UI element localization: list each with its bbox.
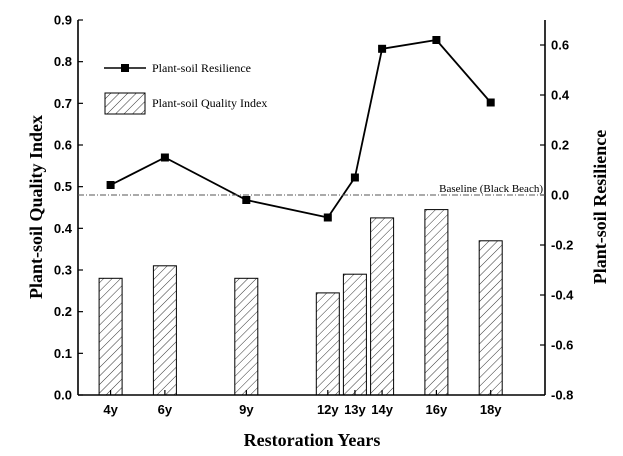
left-y-tick-label: 0.1 [54, 346, 72, 361]
right-y-tick-label: -0.6 [551, 338, 573, 353]
left-y-tick-label: 0.9 [54, 13, 72, 28]
baseline-label: Baseline (Black Beach) [439, 183, 543, 195]
legend: Plant-soil Resilience Plant-soil Quality… [104, 61, 267, 115]
right-y-tick-label: 0.6 [551, 38, 569, 53]
axes-layer [77, 20, 546, 396]
resilience-point-18y [486, 98, 495, 107]
x-tick-label: 4y [103, 402, 118, 417]
right-y-tick-label: -0.2 [551, 238, 573, 253]
baseline-annotation: Baseline (Black Beach) [78, 183, 545, 196]
left-y-tick-label: 0.4 [54, 221, 73, 236]
left-y-tick-label: 0.3 [54, 263, 72, 278]
quality-index-bar-9y [234, 277, 259, 396]
left-y-tick-label: 0.8 [54, 54, 72, 69]
quality-index-bar-16y [424, 209, 449, 396]
x-tick-label: 16y [426, 402, 448, 417]
x-tick-label: 9y [239, 402, 254, 417]
resilience-point-4y [106, 181, 115, 189]
legend-bar-label: Plant-soil Quality Index [152, 96, 267, 110]
right-y-axis-title: Plant-soil Resilience [590, 130, 610, 284]
legend-line-label: Plant-soil Resilience [152, 61, 251, 75]
resilience-point-16y [432, 36, 441, 44]
resilience-line [110, 39, 492, 219]
legend-bar-swatch [104, 92, 146, 115]
x-tick-label: 13y [344, 402, 366, 417]
quality-index-bar-13y [342, 273, 367, 396]
x-tick-label: 6y [158, 402, 173, 417]
ticks-layer: 0.0 0.1 0.2 0.3 0.4 0.5 0.6 0.7 0.8 0.9 -0.8 -0.6 -0… [54, 13, 574, 418]
quality-index-bar-4y [98, 277, 123, 396]
resilience-line-layer [106, 36, 495, 222]
resilience-point-13y [350, 173, 359, 182]
right-y-tick-label: -0.8 [551, 388, 573, 403]
quality-index-bar-14y [370, 217, 395, 396]
resilience-point-6y [160, 153, 169, 162]
right-y-tick-label: 0.4 [551, 88, 570, 103]
left-y-tick-label: 0.5 [54, 179, 72, 194]
left-y-tick-label: 0.7 [54, 96, 72, 111]
x-tick-label: 12y [317, 402, 339, 417]
x-tick-label: 14y [371, 402, 393, 417]
left-y-axis-title: Plant-soil Quality Index [26, 115, 46, 299]
legend-line-marker [121, 64, 129, 72]
quality-index-bar-6y [152, 265, 177, 396]
right-y-tick-label: 0.2 [551, 138, 569, 153]
bars-layer [98, 209, 503, 396]
quality-index-bar-12y [315, 292, 340, 396]
resilience-point-9y [242, 196, 251, 204]
right-y-tick-label: -0.4 [551, 288, 574, 303]
left-y-tick-label: 0.0 [54, 388, 72, 403]
x-tick-label: 18y [480, 402, 502, 417]
resilience-point-14y [378, 44, 387, 53]
quality-index-bar-18y [478, 240, 503, 396]
resilience-point-12y [323, 213, 332, 222]
right-y-tick-label: 0.0 [551, 188, 569, 203]
left-y-tick-label: 0.2 [54, 304, 72, 319]
left-y-tick-label: 0.6 [54, 138, 72, 153]
x-axis-title: Restoration Years [244, 430, 381, 450]
